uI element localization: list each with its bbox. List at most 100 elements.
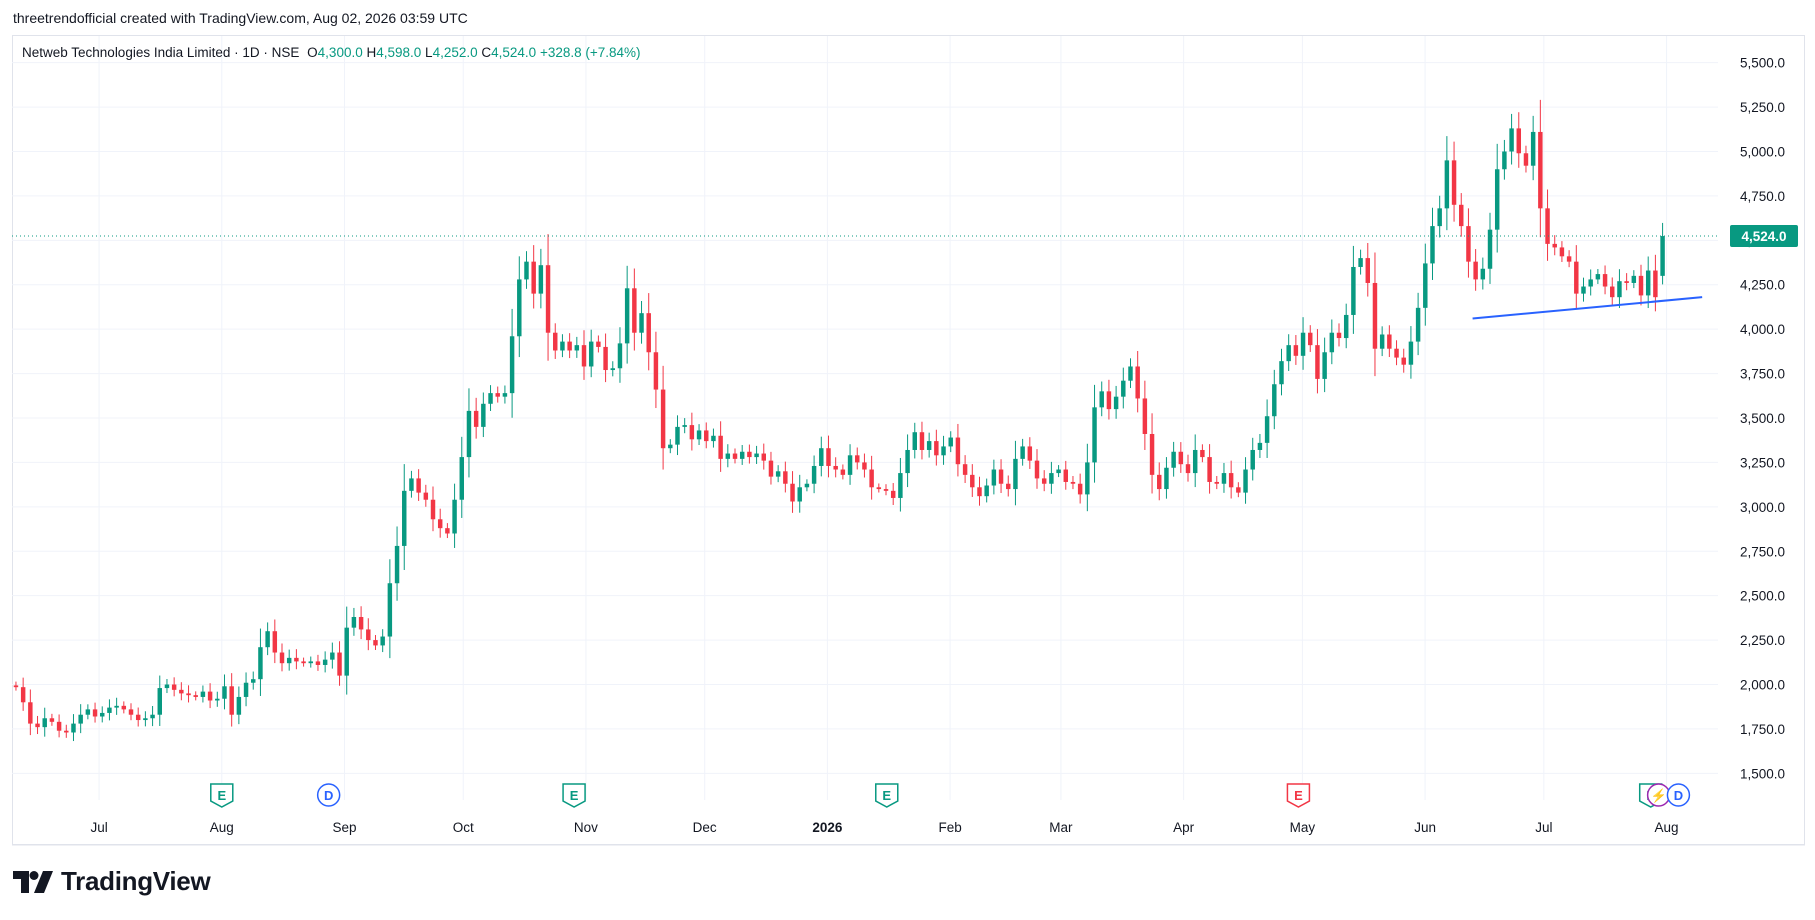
candle-body <box>890 490 896 498</box>
candle-body <box>1214 481 1220 484</box>
candle-body <box>1228 473 1234 488</box>
candle-body <box>1451 160 1457 205</box>
candle-body <box>797 487 802 502</box>
candle-body <box>13 685 19 688</box>
candle-body <box>1135 366 1140 399</box>
candle-body <box>948 437 953 447</box>
candle-body <box>308 661 313 664</box>
candle-body <box>1207 457 1212 482</box>
x-tick-label: Jul <box>90 820 107 835</box>
candle-body <box>337 652 342 676</box>
x-tick-label: Sep <box>332 820 356 835</box>
candle-body <box>452 499 457 534</box>
candle-body <box>1538 131 1543 209</box>
candle-body <box>1322 352 1327 379</box>
split-marker-letter: ⚡ <box>1651 788 1667 804</box>
candle-body <box>1257 442 1263 450</box>
candle-body <box>790 483 795 502</box>
x-tick-label: Oct <box>453 820 474 835</box>
candle-body <box>876 487 882 490</box>
candle-body <box>1502 151 1507 170</box>
candle-body <box>430 499 436 520</box>
candle-body <box>402 490 407 546</box>
earnings-marker-letter: E <box>1294 788 1303 803</box>
candle-body <box>517 279 522 337</box>
candle-body <box>1092 407 1097 463</box>
candle-body <box>35 723 40 728</box>
candle-body <box>1617 281 1622 298</box>
symbol-legend[interactable]: Netweb Technologies India Limited · 1D ·… <box>22 45 641 60</box>
open-value: 4,300.0 <box>317 45 363 60</box>
candle-body <box>466 410 472 458</box>
candle-body <box>301 661 306 664</box>
candle-body <box>272 631 278 653</box>
candle-body <box>1581 286 1586 294</box>
candle-body <box>1415 307 1421 342</box>
candle-body <box>171 684 177 690</box>
candle-body <box>1566 256 1572 262</box>
candle-body <box>1437 208 1442 227</box>
candle-body <box>366 629 371 641</box>
candle-body <box>833 465 838 470</box>
tradingview-logo-icon <box>13 870 53 893</box>
tradingview-brand[interactable]: TradingView <box>13 866 211 897</box>
support-trendline <box>1472 296 1703 320</box>
y-tick-label: 5,250.0 <box>1740 100 1785 115</box>
candle-body <box>1192 449 1198 474</box>
candle-body <box>236 696 242 715</box>
open-label: O <box>307 45 318 60</box>
chart-area[interactable] <box>12 35 1805 845</box>
candle-body <box>560 341 565 351</box>
symbol-name[interactable]: Netweb Technologies India Limited · 1D ·… <box>22 45 300 60</box>
candle-body <box>1178 451 1184 465</box>
candle-body <box>128 709 134 715</box>
x-tick-label: Nov <box>574 820 598 835</box>
earnings-marker-letter: E <box>882 788 891 803</box>
earnings-marker <box>210 783 234 808</box>
candle-body <box>459 457 464 500</box>
candle-body <box>1164 467 1169 490</box>
x-tick-label: 2026 <box>812 820 843 835</box>
candle-body <box>883 489 889 491</box>
change-value: +328.8 (+7.84%) <box>539 45 641 60</box>
candle-body <box>509 336 515 394</box>
candle-body <box>258 647 263 680</box>
candle-body <box>1027 446 1033 461</box>
low-value: 4,252.0 <box>432 45 478 60</box>
candle-body <box>1602 274 1608 287</box>
candle-body <box>1099 391 1104 408</box>
candle-body <box>970 474 975 488</box>
candle-body <box>775 471 781 477</box>
candle-body <box>761 453 767 461</box>
candle-body <box>445 528 450 534</box>
candle-body <box>1200 449 1205 458</box>
candle-body <box>1444 160 1450 209</box>
candle-body <box>1272 384 1277 417</box>
candle-body <box>1552 243 1557 248</box>
candle-body <box>265 631 270 648</box>
candle-body <box>20 687 26 703</box>
candle-body <box>1343 314 1349 339</box>
candle-body <box>1351 266 1356 315</box>
y-tick-label: 3,250.0 <box>1740 455 1785 470</box>
candle-body <box>488 393 493 404</box>
y-tick-label: 2,000.0 <box>1740 678 1785 693</box>
candle-body <box>1523 153 1529 166</box>
candle-body <box>1574 261 1579 294</box>
candle-body <box>28 702 33 724</box>
candle-body <box>85 709 91 715</box>
candle-body <box>1516 128 1522 154</box>
candle-body <box>1595 274 1601 280</box>
candle-body <box>811 465 817 484</box>
candle-body <box>1480 268 1486 280</box>
close-label: C <box>481 45 492 60</box>
candle-body <box>1372 282 1378 349</box>
candle-body <box>1171 451 1176 468</box>
candle-body <box>1401 357 1406 365</box>
candle-body <box>416 478 421 493</box>
dividend-marker-letter: D <box>324 788 333 803</box>
candle-body <box>574 345 580 351</box>
candle-body <box>711 435 716 442</box>
candle-body <box>121 705 127 710</box>
